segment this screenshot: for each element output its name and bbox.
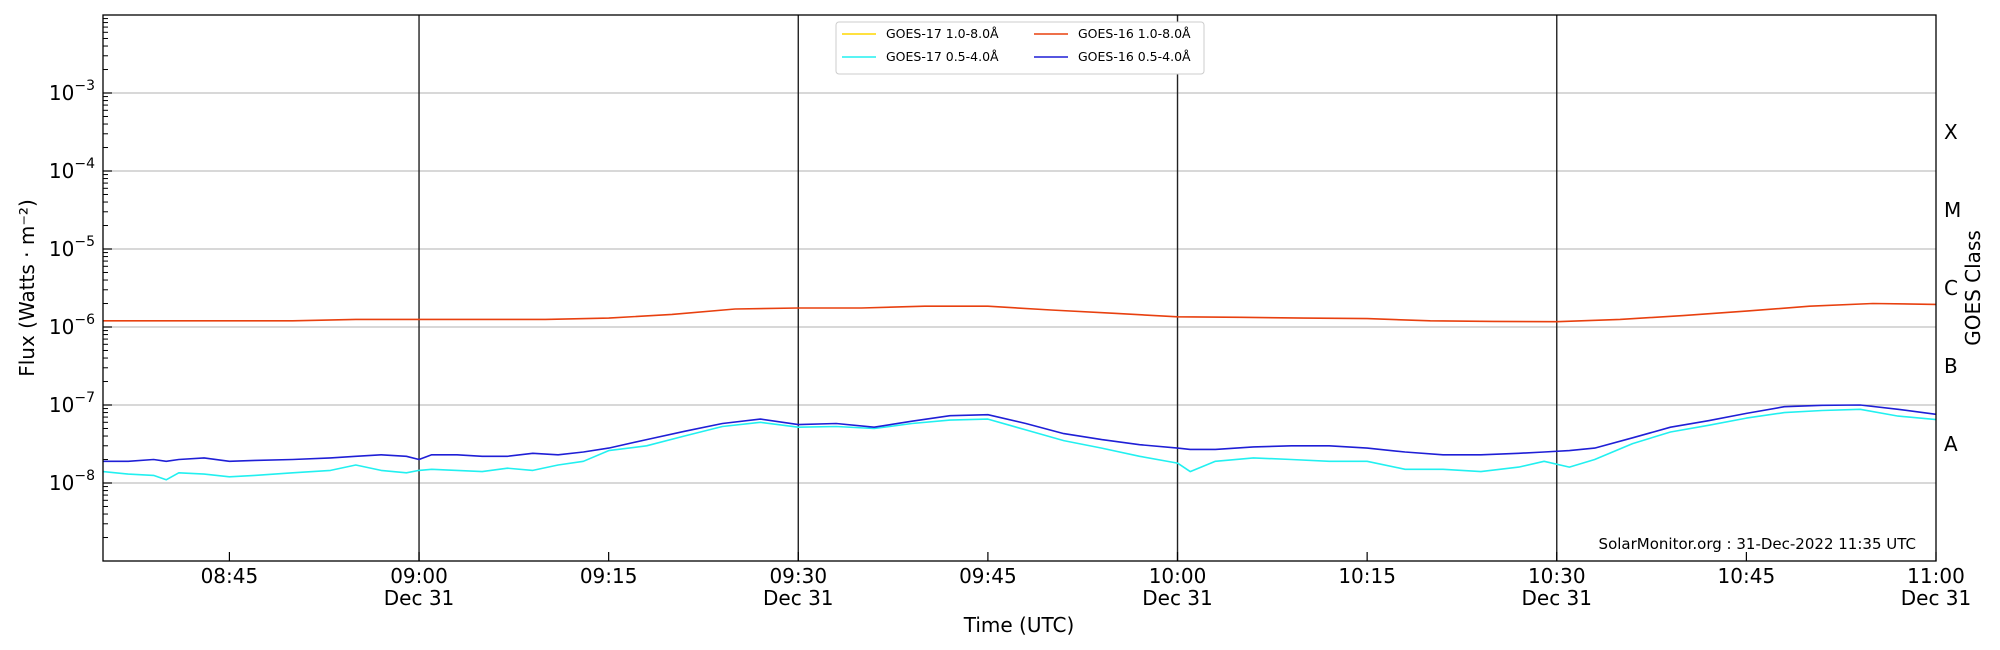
y-tick-base: 10	[49, 393, 74, 417]
y-tick-base: 10	[49, 237, 74, 261]
credit-text: SolarMonitor.org : 31-Dec-2022 11:35 UTC	[1599, 535, 1916, 553]
y-tick-label: 10−3	[49, 78, 95, 105]
goes-class-label: A	[1944, 432, 1958, 456]
x-tick-label: 09:00	[390, 564, 448, 588]
y-tick-base: 10	[49, 159, 74, 183]
y-tick-label: 10−4	[49, 156, 95, 183]
y-tick-label: 10−7	[49, 390, 95, 417]
goes-class-label: C	[1944, 276, 1958, 300]
y-tick-base: 10	[49, 471, 74, 495]
y-tick-exponent: −4	[74, 156, 95, 172]
series-line-1	[103, 302, 1937, 323]
x-tick-date-label: Dec 31	[384, 586, 455, 610]
legend-label: GOES-17 0.5-4.0Å	[886, 49, 999, 64]
goes-class-label: B	[1944, 354, 1958, 378]
grid-lines	[103, 92, 1936, 484]
y-tick-label: 10−5	[49, 234, 95, 261]
legend-label: GOES-17 1.0-8.0Å	[886, 26, 999, 41]
legend-box	[835, 21, 1205, 75]
y-tick-label: 10−6	[49, 312, 95, 339]
x-tick-label: 10:00	[1149, 564, 1207, 588]
x-tick-label: 10:30	[1528, 564, 1586, 588]
x-tick-date-label: Dec 31	[1522, 586, 1593, 610]
legend-label: GOES-16 0.5-4.0Å	[1078, 49, 1191, 64]
y-tick-exponent: −5	[74, 234, 95, 250]
goes-class-label: X	[1944, 120, 1958, 144]
series-lines	[102, 302, 1937, 481]
x-tick-label: 09:15	[580, 564, 638, 588]
y-tick-exponent: −8	[74, 468, 95, 484]
legend: GOES-17 1.0-8.0Å GOES-17 0.5-4.0Å GOES-16 …	[835, 21, 1205, 75]
y-tick-base: 10	[49, 315, 74, 339]
x-tick-label: 10:45	[1718, 564, 1776, 588]
x-tick-date-label: Dec 31	[1901, 586, 1972, 610]
x-tick-date-label: Dec 31	[1142, 586, 1213, 610]
x-tick-date-label: Dec 31	[763, 586, 834, 610]
x-tick-label: 10:15	[1338, 564, 1396, 588]
goes-class-label: M	[1944, 198, 1961, 222]
legend-label: GOES-16 1.0-8.0Å	[1078, 26, 1191, 41]
y-tick-exponent: −7	[74, 390, 95, 406]
x-tick-label: 09:30	[769, 564, 827, 588]
series-line-3	[103, 404, 1937, 463]
y-tick-label: 10−8	[49, 468, 95, 495]
y-tick-base: 10	[49, 81, 74, 105]
y-axis-title: Flux (Watts · m⁻²)	[15, 199, 39, 377]
x-tick-label: 08:45	[201, 564, 259, 588]
plot-frame	[102, 14, 1937, 562]
y-tick-exponent: −3	[74, 78, 95, 94]
x-axis-title: Time (UTC)	[963, 613, 1075, 637]
x-tick-label: 09:45	[959, 564, 1017, 588]
goes-class-axis-title: GOES Class	[1961, 230, 1985, 346]
y-tick-exponent: −6	[74, 312, 95, 328]
x-tick-label: 11:00	[1907, 564, 1965, 588]
series-line-2	[102, 408, 1937, 481]
axis-ticks	[103, 18, 1937, 561]
